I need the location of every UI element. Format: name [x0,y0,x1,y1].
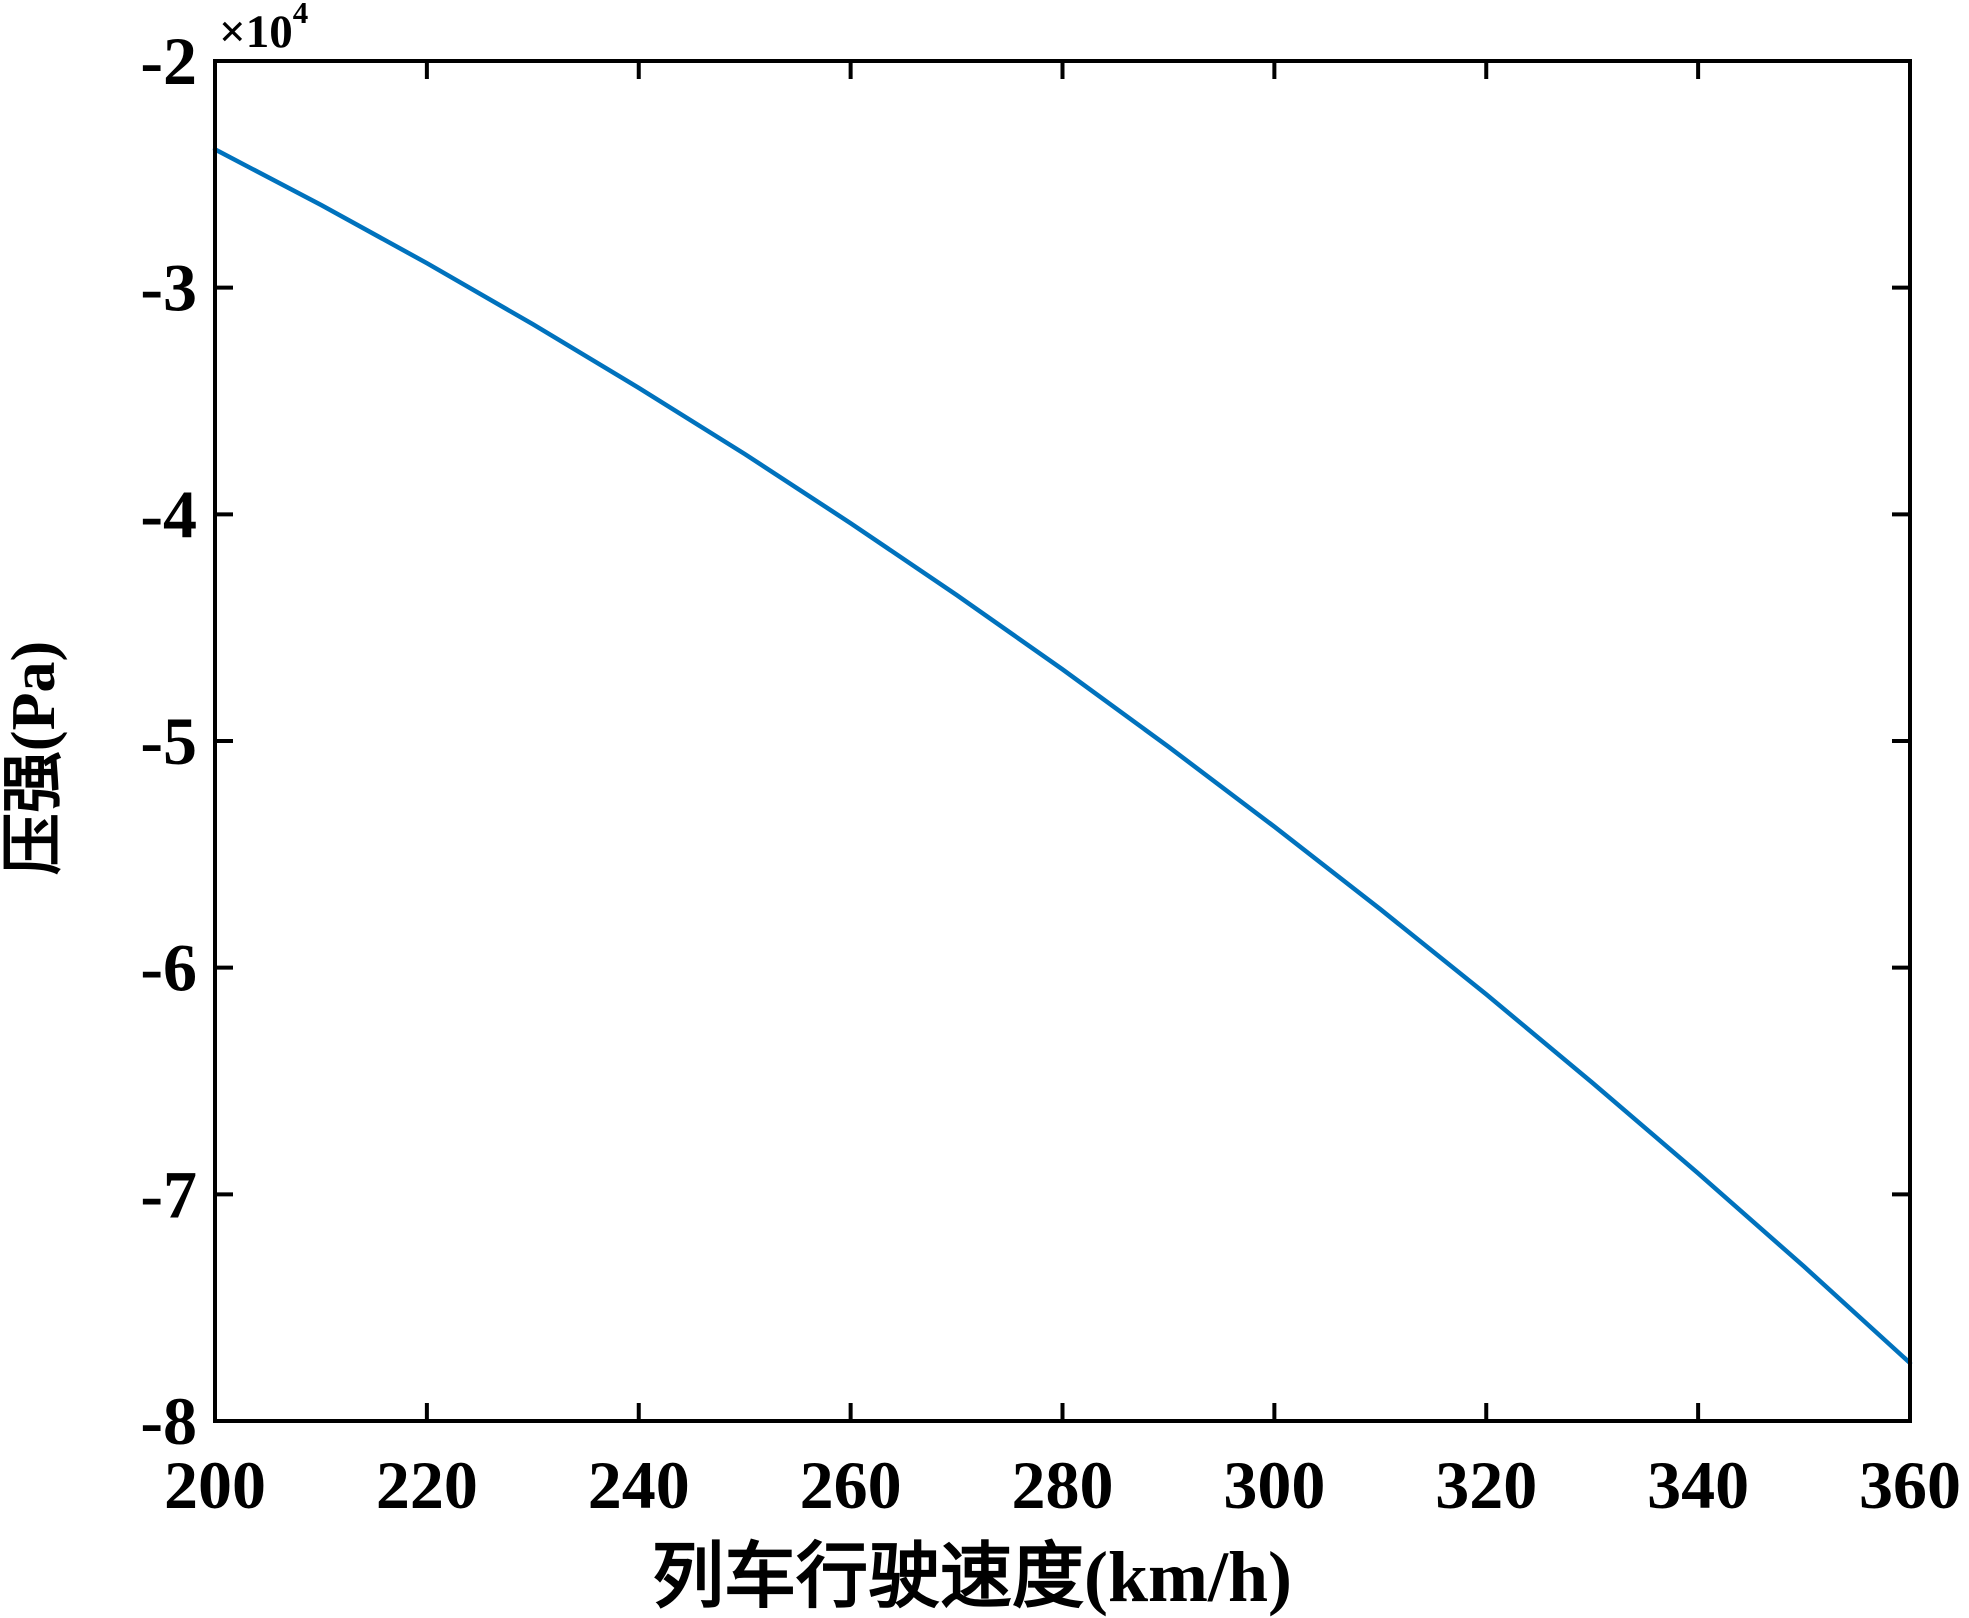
y-tick-label: -6 [140,930,197,1006]
y-tick-label: -5 [140,703,197,779]
y-tick-label: -7 [140,1156,197,1232]
plot-border [213,59,1912,1423]
series-layer [212,147,1913,1366]
x-tick-label: 340 [1647,1447,1749,1523]
x-tick-label: 360 [1859,1447,1961,1523]
exponent-base: ×10 [219,6,293,58]
x-tick-label: 280 [1012,1447,1114,1523]
y-tick-label: -3 [140,250,197,326]
y-tick-label: -8 [140,1383,197,1459]
x-axis-title: 列车行驶速度(km/h) [652,1537,1292,1617]
x-tick-label: 260 [800,1447,902,1523]
y-axis-exponent: ×104 [219,0,308,58]
y-axis-title: 压强(Pa) [0,641,68,875]
y-tick-label: -4 [140,476,197,552]
x-tick-label: 300 [1223,1447,1325,1523]
exponent-power: 4 [293,0,309,30]
x-tick-label: 220 [376,1447,478,1523]
y-tick-label: -2 [140,23,197,99]
x-tick-label: 240 [588,1447,690,1523]
x-tick-label: 320 [1435,1447,1537,1523]
x-tick-label: 200 [164,1447,266,1523]
axis-ticks-layer: 200 220 240 260 280 300 320 340 360 -8 -7 -6 -5 -4 -3 -… [140,23,1961,1523]
pressure-curve [212,147,1913,1366]
